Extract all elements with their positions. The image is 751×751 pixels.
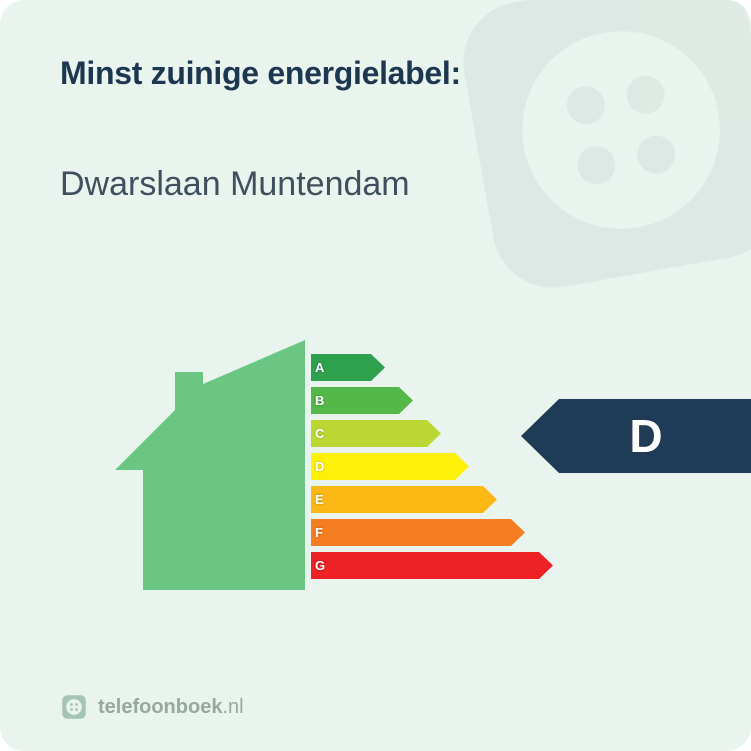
energy-bar-e: E (311, 486, 651, 513)
info-card: Minst zuinige energielabel: Dwarslaan Mu… (0, 0, 751, 751)
bar-label: C (315, 426, 337, 441)
location-name: Dwarslaan Muntendam (60, 165, 410, 204)
result-badge: D (521, 399, 751, 473)
energy-label-graphic: A B C D E F G (115, 340, 635, 610)
brand-name: telefoonboek (98, 696, 222, 718)
bar-label: F (315, 525, 337, 540)
bar-label: D (315, 459, 337, 474)
result-letter: D (521, 399, 751, 473)
energy-bar-a: A (311, 354, 651, 381)
bar-label: A (315, 360, 337, 375)
bar-label: E (315, 492, 337, 507)
brand-text: telefoonboek.nl (98, 696, 244, 719)
bar-label: B (315, 393, 337, 408)
energy-bar-f: F (311, 519, 651, 546)
footer-brand: telefoonboek.nl (60, 693, 244, 721)
brand-tld: .nl (222, 696, 243, 718)
energy-bar-g: G (311, 552, 651, 579)
house-icon (115, 340, 305, 590)
brand-icon (60, 693, 88, 721)
watermark-icon (401, 0, 751, 350)
page-title: Minst zuinige energielabel: (60, 55, 461, 92)
bar-label: G (315, 558, 337, 573)
